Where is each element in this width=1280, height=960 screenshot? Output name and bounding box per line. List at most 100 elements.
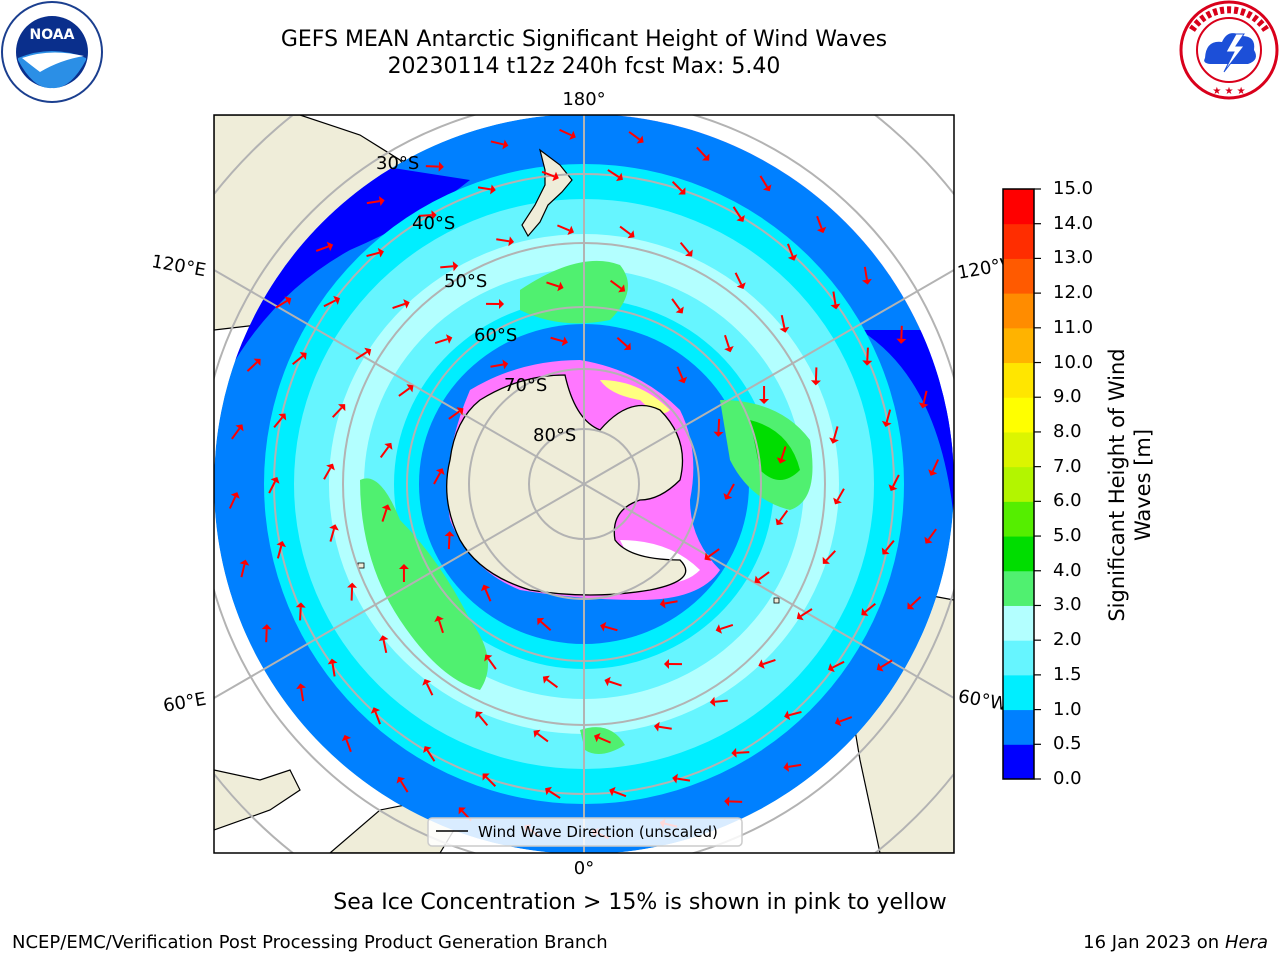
wave-direction-arrow xyxy=(240,564,246,578)
wave-direction-arrow xyxy=(447,536,451,550)
wave-direction-arrow xyxy=(671,298,681,311)
colorbar-band xyxy=(1003,744,1034,780)
wave-patch-green-west xyxy=(360,478,488,690)
colorbar-tick-label: 11.0 xyxy=(1053,316,1094,338)
wave-direction-arrow-head xyxy=(377,247,384,258)
wave-direction-arrow-head xyxy=(235,424,244,432)
wave-direction-arrow xyxy=(478,714,489,727)
wave-direction-arrow xyxy=(399,780,409,793)
map-frame xyxy=(213,114,955,854)
wave-direction-arrow xyxy=(780,446,787,460)
footer-date: 16 Jan 2023 on Hera xyxy=(1083,932,1268,953)
colorbar xyxy=(1003,188,1041,780)
colorbar-tick-label: 0.0 xyxy=(1053,768,1082,789)
colorbar-tick-label: 8.0 xyxy=(1053,420,1082,442)
wave-direction-arrow-head xyxy=(627,230,635,239)
wave-direction-arrow xyxy=(366,251,380,258)
wave-direction-arrow-head xyxy=(724,796,730,807)
wave-direction-arrow-head xyxy=(458,807,466,815)
wave-direction-arrow xyxy=(884,539,895,552)
colorbar-tick-label: 7.0 xyxy=(1053,455,1082,477)
svg-text:★ ★ ★: ★ ★ ★ xyxy=(1212,86,1245,97)
wave-direction-arrow-head xyxy=(378,196,385,207)
wave-direction-arrow-head xyxy=(736,214,745,222)
wave-direction-arrow-head xyxy=(784,710,791,721)
wave-direction-arrow-head xyxy=(533,729,541,738)
wave-direction-arrow-head xyxy=(406,384,414,393)
wave-direction-arrow-head xyxy=(675,306,684,314)
wave-direction-arrow-head xyxy=(816,226,827,234)
lon-label-120e: 120°E xyxy=(150,251,208,281)
wave-direction-arrow-head xyxy=(776,457,787,464)
wave-direction-arrow-head xyxy=(600,621,607,632)
wave-direction-arrow-head xyxy=(828,663,835,673)
wave-direction-arrow-head xyxy=(779,326,790,333)
colorbar-band xyxy=(1003,605,1034,641)
wave-direction-arrow xyxy=(276,545,283,559)
wave-direction-arrow-head xyxy=(537,617,545,626)
wave-direction-arrow xyxy=(679,241,690,254)
wave-direction-arrow xyxy=(323,299,336,308)
wave-direction-arrow-head xyxy=(685,249,693,257)
land-south-africa-edge xyxy=(214,769,301,831)
colorbar-label-line1: Significant Height of Wind xyxy=(1105,348,1129,622)
wave-direction-arrow xyxy=(885,409,892,423)
wave-direction-arrow xyxy=(628,131,641,141)
wave-direction-arrow xyxy=(696,146,707,158)
colorbar-tick-label: 6.0 xyxy=(1053,490,1082,512)
wave-direction-arrow-head xyxy=(762,184,772,192)
wave-direction-arrow xyxy=(832,660,845,669)
colorbar-band xyxy=(1003,431,1034,468)
wave-direction-arrow-head xyxy=(422,679,432,686)
wave-direction-arrow xyxy=(398,387,411,397)
wave-direction-arrow-head xyxy=(907,602,915,610)
wave-direction-arrow-head xyxy=(830,303,841,310)
wave-direction-arrow xyxy=(757,571,770,581)
wave-direction-arrow xyxy=(714,699,728,703)
colorbar-band xyxy=(1003,501,1034,537)
wave-direction-arrow xyxy=(546,281,560,288)
wave-direction-arrow xyxy=(724,334,730,348)
wave-direction-arrow-head xyxy=(403,299,410,309)
wave-direction-arrow-head xyxy=(861,278,872,285)
wave-direction-arrow xyxy=(671,181,683,192)
wave-direction-arrow-head xyxy=(284,296,292,306)
wave-direction-arrow-head xyxy=(434,615,444,622)
wave-direction-arrow-head xyxy=(653,721,660,732)
wave-direction-arrow xyxy=(707,548,720,558)
wave-direction-arrow xyxy=(490,363,504,368)
wave-direction-arrow-head xyxy=(552,171,559,182)
wave-direction-arrow xyxy=(833,426,839,440)
wave-direction-arrow xyxy=(726,483,735,496)
wave-direction-arrow-head xyxy=(508,236,515,247)
wave-direction-arrow xyxy=(780,314,786,329)
wave-direction-arrow-head xyxy=(616,172,623,182)
colorbar-band xyxy=(1003,570,1034,606)
colorbar-band xyxy=(1003,536,1034,572)
wave-direction-arrow xyxy=(426,749,436,762)
wave-direction-arrow xyxy=(323,467,332,480)
wave-direction-arrow xyxy=(487,657,497,670)
wave-direction-arrow-head xyxy=(270,477,280,484)
colorbar-frame xyxy=(1002,188,1035,780)
wave-direction-arrow-head xyxy=(723,493,733,500)
footer-credit: NCEP/EMC/Verification Post Processing Pr… xyxy=(12,932,608,953)
wave-direction-arrow-head xyxy=(396,776,406,784)
wave-direction-arrow xyxy=(548,790,561,799)
wave-direction-arrow xyxy=(231,427,241,440)
wave-direction-arrow xyxy=(379,446,390,459)
wave-direction-arrow-head xyxy=(833,497,842,505)
wave-direction-arrow-head xyxy=(253,358,261,366)
colorbar-tick-label: 14.0 xyxy=(1053,212,1094,234)
wave-direction-arrow xyxy=(839,716,853,723)
wave-direction-arrow-head xyxy=(502,139,509,150)
wave-direction-arrow xyxy=(541,170,555,178)
wave-direction-arrow xyxy=(825,550,836,561)
wave-direction-arrow-head xyxy=(888,484,898,491)
wave-direction-arrow-head xyxy=(567,225,574,236)
wave-direction-arrow xyxy=(720,624,734,630)
wave-direction-arrow-head xyxy=(659,598,666,609)
wave-direction-arrow xyxy=(788,710,802,717)
wave-direction-arrow-head xyxy=(618,284,626,293)
wave-direction-arrow-head xyxy=(370,707,381,714)
